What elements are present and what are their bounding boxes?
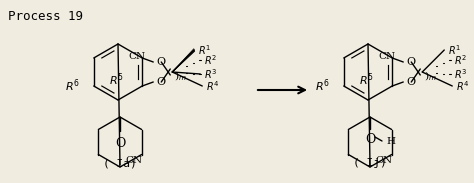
Text: Process 19: Process 19 [8, 10, 83, 23]
Text: $R^4$: $R^4$ [456, 79, 470, 93]
Text: $R^2$: $R^2$ [454, 53, 467, 67]
Text: CN: CN [378, 52, 395, 61]
Text: $R^6$: $R^6$ [65, 78, 80, 94]
Text: O: O [406, 77, 415, 87]
Text: H: H [386, 137, 395, 147]
Text: O: O [365, 133, 375, 146]
Text: O: O [156, 57, 165, 67]
Text: ( Ia): ( Ia) [103, 158, 137, 168]
Text: O: O [156, 77, 165, 87]
Text: )$_m$: )$_m$ [424, 69, 437, 83]
Text: $R^3$: $R^3$ [454, 67, 467, 81]
Text: $R^6$: $R^6$ [315, 78, 330, 94]
Text: )$_m$: )$_m$ [174, 69, 187, 83]
Text: $R^4$: $R^4$ [206, 79, 220, 93]
Text: $R^2$: $R^2$ [204, 53, 218, 67]
Text: $R^1$: $R^1$ [198, 43, 211, 57]
Text: $R^5$: $R^5$ [109, 71, 123, 88]
Text: O: O [115, 137, 125, 150]
Text: CN: CN [375, 156, 392, 165]
Text: O: O [406, 57, 415, 67]
Text: $R^5$: $R^5$ [359, 71, 374, 88]
Text: $R^3$: $R^3$ [204, 67, 218, 81]
Text: ( Ij): ( Ij) [353, 158, 387, 168]
Text: CN: CN [125, 156, 142, 165]
Text: CN: CN [128, 52, 145, 61]
Text: $R^1$: $R^1$ [448, 43, 461, 57]
